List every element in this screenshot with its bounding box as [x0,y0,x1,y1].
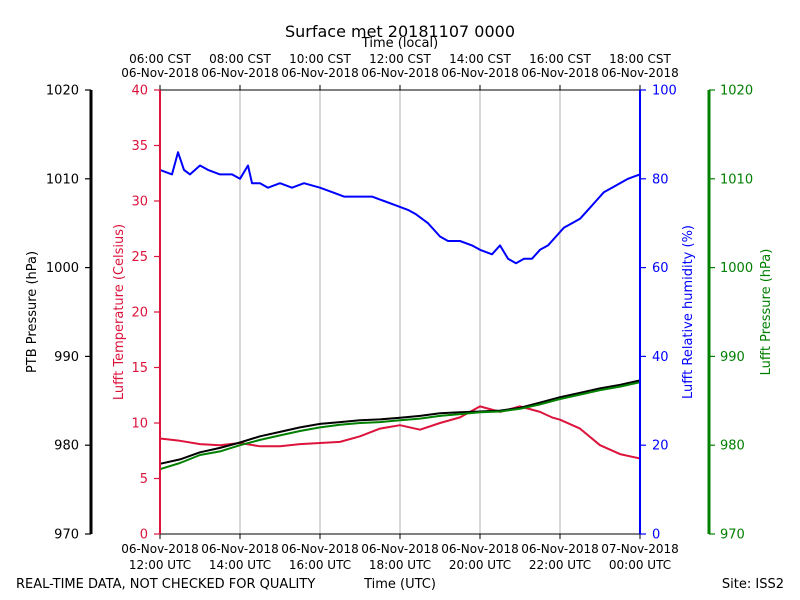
temperature-axis-title: Lufft Temperature (Celsius) [112,224,127,400]
lufft-pressure-axis-title: Lufft Pressure (hPa) [759,249,774,376]
temperature-tick-label: 15 [131,361,148,376]
lufft-pressure-tick-label: 1010 [720,172,753,187]
quality-disclaimer: REAL-TIME DATA, NOT CHECKED FOR QUALITY [16,577,315,592]
humidity-axis-title: Lufft Relative humidity (%) [681,225,696,399]
x-tick-time: 12:00 UTC [129,558,191,572]
lufft-pressure-tick-label: 990 [720,350,745,365]
humidity-tick-label: 20 [652,439,669,454]
top-tick-date: 06-Nov-2018 [281,66,359,80]
ptb-pressure-tick-label: 1000 [46,261,79,276]
ptb-pressure-tick-label: 980 [54,439,79,454]
ptb-pressure-tick-label: 990 [54,350,79,365]
top-tick-date: 06-Nov-2018 [121,66,199,80]
lufft-pressure-tick-label: 980 [720,439,745,454]
top-tick-time: 14:00 CST [449,52,511,66]
top-tick-time: 18:00 CST [609,52,671,66]
lufft-pressure-tick-label: 970 [720,528,745,543]
grid-lines [239,90,561,534]
top-tick-time: 16:00 CST [529,52,591,66]
temperature-tick-label: 5 [140,472,148,487]
x-tick-date: 06-Nov-2018 [361,542,439,556]
temperature-tick-label: 20 [131,306,148,321]
temperature-tick-label: 30 [131,195,148,210]
lufft-pressure-line [159,381,641,471]
temperature-tick-label: 35 [131,139,148,154]
x-tick-date: 06-Nov-2018 [521,542,599,556]
lufft-relative-humidity-line [159,151,641,265]
temperature-tick-label: 25 [131,250,148,265]
x-tick-date: 06-Nov-2018 [121,542,199,556]
humidity-tick-label: 0 [652,528,660,543]
site-label: Site: ISS2 [722,577,784,592]
ptb-pressure-tick-label: 970 [54,528,79,543]
series-lines [159,151,641,471]
chart-title: Surface met 20181107 0000 [285,22,515,41]
top-tick-time: 10:00 CST [289,52,351,66]
x-axis-label: Time (UTC) [363,577,436,592]
x-tick-date: 06-Nov-2018 [281,542,359,556]
lufft-pressure-tick-label: 1000 [720,261,753,276]
top-tick-date: 06-Nov-2018 [521,66,599,80]
ptb-pressure-tick-label: 1010 [46,172,79,187]
temperature-tick-label: 0 [140,528,148,543]
top-tick-date: 06-Nov-2018 [201,66,279,80]
top-axis-label: Time (local) [361,36,438,51]
humidity-tick-label: 40 [652,350,669,365]
ptb-pressure-line [159,379,641,465]
ptb-pressure-tick-label: 1020 [46,84,79,99]
top-tick-time: 06:00 CST [129,52,191,66]
top-tick-time: 12:00 CST [369,52,431,66]
x-tick-time: 18:00 UTC [369,558,431,572]
top-tick-date: 06-Nov-2018 [361,66,439,80]
ptb-pressure-axis-title: PTB Pressure (hPa) [25,251,40,373]
x-tick-time: 20:00 UTC [449,558,511,572]
top-tick-time: 08:00 CST [209,52,271,66]
temperature-tick-label: 10 [131,417,148,432]
axes: 06-Nov-2018 12:00 UTC 06-Nov-2018 14:00 UTC… [25,52,774,572]
x-tick-time: 22:00 UTC [529,558,591,572]
top-tick-date: 06-Nov-2018 [441,66,519,80]
x-tick-date: 06-Nov-2018 [201,542,279,556]
humidity-tick-label: 100 [652,84,677,99]
top-tick-date: 06-Nov-2018 [601,66,679,80]
humidity-tick-label: 80 [652,172,669,187]
x-tick-date: 06-Nov-2018 [441,542,519,556]
humidity-tick-label: 60 [652,261,669,276]
x-tick-time: 00:00 UTC [609,558,671,572]
x-tick-date: 07-Nov-2018 [601,542,679,556]
x-tick-time: 16:00 UTC [289,558,351,572]
x-tick-time: 14:00 UTC [209,558,271,572]
lufft-pressure-tick-label: 1020 [720,84,753,99]
temperature-tick-label: 40 [131,84,148,99]
